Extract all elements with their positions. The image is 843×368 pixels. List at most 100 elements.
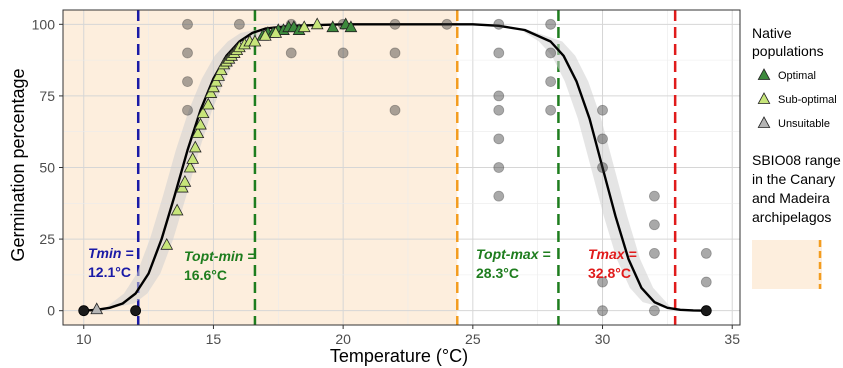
annotation-topt-min-value: 16.6°C <box>184 267 227 283</box>
point-sub-optimal <box>258 28 272 41</box>
point-sub-optimal <box>204 86 218 98</box>
legend-key-unsuitable <box>757 116 771 128</box>
observation-point <box>700 276 712 288</box>
fitted-curve-line <box>83 23 707 312</box>
y-tick-label: 25 <box>39 231 55 247</box>
x-tick-label: 35 <box>724 331 740 347</box>
observation-point <box>182 104 193 116</box>
x-axis-title: Temperature (°C) <box>330 346 468 366</box>
annotation-topt-max-label: Topt-max = <box>476 246 551 262</box>
point-optimal <box>344 20 358 33</box>
point-sub-optimal <box>186 152 200 164</box>
point-sub-optimal <box>170 203 184 216</box>
point-sub-optimal <box>310 17 324 30</box>
observation-point <box>649 248 660 259</box>
legend-title-line2: populations <box>752 43 824 59</box>
observation-point <box>130 305 142 317</box>
legend-label-optimal: Optimal <box>778 70 816 82</box>
point-sub-optimal <box>188 140 202 153</box>
range-legend-line4: archipelagos <box>752 209 831 225</box>
annotation-topt-max-value: 28.3°C <box>476 265 519 281</box>
observation-point <box>545 104 557 116</box>
x-tick-label: 15 <box>206 331 222 347</box>
point-sub-optimal <box>248 34 262 47</box>
observation-point <box>493 162 505 173</box>
observation-point <box>233 18 245 30</box>
threshold-annotations: Tmin = 12.1°C Topt-min = 16.6°C Topt-max = 28… <box>88 245 637 283</box>
point-sub-optimal <box>201 97 215 110</box>
observation-point <box>337 47 349 59</box>
y-tick-label: 75 <box>39 88 55 104</box>
observation-point <box>493 47 505 59</box>
observation-point <box>700 248 712 259</box>
observation-point <box>78 305 90 317</box>
legend-label-unsuitable: Unsuitable <box>778 118 830 130</box>
annotation-tmin-value: 12.1°C <box>88 264 131 280</box>
annotation-tmin-label: Tmin = <box>88 245 134 261</box>
point-sub-optimal <box>214 63 228 76</box>
point-sub-optimal <box>207 80 220 93</box>
observation-point <box>389 18 401 30</box>
x-tick-label: 30 <box>595 331 611 347</box>
observation-point <box>597 133 608 145</box>
observation-point <box>597 305 608 317</box>
range-legend-line1: SBIO08 range <box>752 152 841 168</box>
y-tick-label: 100 <box>32 16 56 32</box>
point-sub-optimal <box>160 237 174 250</box>
point-sub-optimal <box>183 160 197 173</box>
observation-point <box>700 305 712 317</box>
point-sub-optimal <box>175 180 189 193</box>
data-points <box>78 17 712 317</box>
observation-point <box>597 104 608 116</box>
observation-point <box>597 162 608 173</box>
y-tick-label: 0 <box>47 303 55 319</box>
range-legend-line2: in the Canary <box>752 171 835 187</box>
fitted-curve <box>83 23 707 312</box>
x-tick-label: 25 <box>465 331 481 347</box>
observation-point <box>545 18 557 30</box>
observation-point <box>493 133 505 145</box>
observation-point <box>649 219 660 231</box>
legend-key-optimal <box>757 68 771 80</box>
x-tick-label: 20 <box>335 331 351 347</box>
point-sub-optimal <box>297 20 311 33</box>
annotation-tmax-value: 32.8°C <box>588 265 631 281</box>
observation-point <box>597 276 608 288</box>
point-sub-optimal <box>194 117 207 130</box>
range-legend-swatch <box>752 240 822 289</box>
annotation-tmax-label: Tmax = <box>588 246 637 262</box>
point-sub-optimal <box>209 74 223 87</box>
axes: 10 15 20 25 30 35 0 25 50 75 100 <box>32 9 741 347</box>
observation-point <box>441 18 453 30</box>
observation-point <box>493 18 505 30</box>
point-sub-optimal <box>196 106 210 118</box>
point-sub-optimal <box>178 174 192 187</box>
legend-key-sub-optimal <box>757 92 771 104</box>
observation-point <box>545 76 557 87</box>
observation-point <box>493 90 505 102</box>
legend-title-line1: Native <box>752 25 792 41</box>
annotation-topt-min-label: Topt-min = <box>184 248 255 264</box>
observation-point <box>649 305 660 317</box>
observation-point <box>182 47 193 59</box>
range-legend-line3: and Madeira <box>752 190 830 206</box>
point-optimal <box>326 20 340 33</box>
observation-point <box>649 190 660 202</box>
observation-point <box>493 104 505 116</box>
point-sub-optimal <box>212 69 226 81</box>
observation-point <box>389 104 401 116</box>
observation-point <box>182 76 193 87</box>
y-axis-title: Germination percentage <box>8 68 28 261</box>
threshold-lines <box>136 10 677 325</box>
observation-point <box>182 18 193 30</box>
observation-point <box>285 47 297 59</box>
y-tick-label: 50 <box>39 160 55 176</box>
observation-point <box>389 47 401 59</box>
legend: Native populations Optimal Sub-optimal Uns… <box>752 25 841 289</box>
legend-items: Optimal Sub-optimal Unsuitable <box>757 68 837 130</box>
observation-point <box>545 47 557 59</box>
point-sub-optimal <box>269 26 283 38</box>
observation-point <box>493 190 505 202</box>
x-tick-label: 10 <box>76 331 92 347</box>
